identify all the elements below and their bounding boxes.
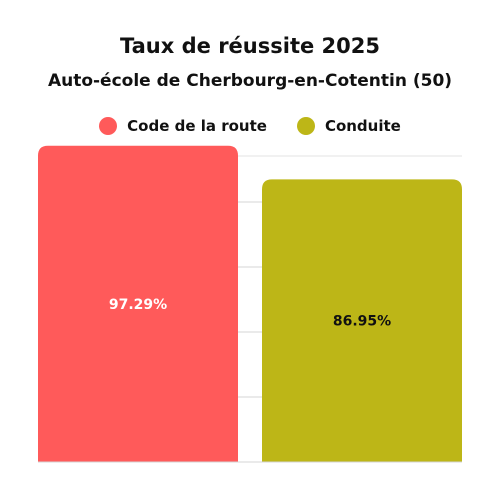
chart-title: Taux de réussite 2025: [120, 34, 380, 58]
data-label-1: 86.95%: [333, 314, 391, 330]
bar-1[interactable]: [262, 179, 462, 462]
legend-swatch-code: [99, 117, 118, 135]
legend: Code de la route Conduite: [0, 116, 500, 136]
legend-label-code: Code de la route: [127, 117, 267, 135]
data-label-0: 97.29%: [109, 297, 167, 313]
chart-subtitle: Auto-école de Cherbourg-en-Cotentin (50): [47, 71, 453, 91]
legend-item-code[interactable]: Code de la route: [99, 116, 267, 136]
legend-label-conduite: Conduite: [324, 117, 401, 135]
legend-swatch-conduite: [296, 117, 315, 135]
bar-0[interactable]: [38, 145, 238, 462]
legend-item-conduite[interactable]: Conduite: [296, 116, 401, 136]
